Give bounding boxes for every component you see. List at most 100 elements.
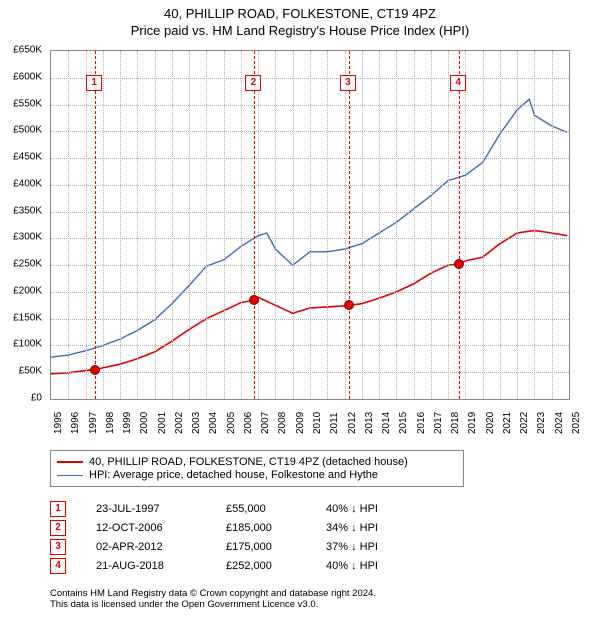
x-tick-label: 2018 [450, 412, 461, 434]
x-tick-label: 2014 [381, 412, 392, 434]
gridline-v [155, 51, 156, 399]
y-tick-label: £250K [13, 259, 42, 270]
x-tick-label: 1999 [122, 412, 133, 434]
x-tick-label: 2019 [467, 412, 478, 434]
x-tick-label: 2010 [312, 412, 323, 434]
gridline-v [275, 51, 276, 399]
title-block: 40, PHILLIP ROAD, FOLKESTONE, CT19 4PZ P… [0, 0, 600, 38]
gridline-v [103, 51, 104, 399]
gridline-v [362, 51, 363, 399]
title-line2: Price paid vs. HM Land Registry's House … [0, 23, 600, 38]
legend-swatch [57, 461, 83, 463]
table-date: 12-OCT-2006 [96, 522, 226, 534]
sale-marker-box: 1 [86, 75, 102, 91]
gridline-v [396, 51, 397, 399]
table-index-box: 1 [50, 501, 66, 517]
sale-marker-dot [454, 259, 464, 269]
y-tick-label: £50K [19, 366, 42, 377]
sales-table: 123-JUL-1997£55,00040% ↓ HPI212-OCT-2006… [50, 498, 520, 577]
table-price: £55,000 [226, 503, 326, 515]
x-tick-label: 2008 [277, 412, 288, 434]
x-tick-label: 2024 [554, 412, 565, 434]
x-tick-label: 2017 [433, 412, 444, 434]
y-tick-label: £350K [13, 205, 42, 216]
legend-item: HPI: Average price, detached house, Folk… [57, 469, 457, 481]
gridline-v [431, 51, 432, 399]
gridline-v [552, 51, 553, 399]
x-tick-label: 2020 [485, 412, 496, 434]
plot-area [50, 50, 570, 400]
legend-swatch [57, 475, 83, 476]
gridline-v [120, 51, 121, 399]
down-arrow-icon: ↓ [351, 522, 357, 534]
x-axis-labels: 1995199619971998199920002001200220032004… [50, 404, 570, 444]
y-tick-label: £300K [13, 232, 42, 243]
legend-label: 40, PHILLIP ROAD, FOLKESTONE, CT19 4PZ (… [89, 456, 408, 468]
gridline-v [258, 51, 259, 399]
gridline-v [345, 51, 346, 399]
x-tick-label: 2013 [364, 412, 375, 434]
y-axis-labels: £0£50K£100K£150K£200K£250K£300K£350K£400… [0, 50, 46, 400]
gridline-v [68, 51, 69, 399]
gridline-v [310, 51, 311, 399]
table-pct-vs-hpi: 34% ↓ HPI [326, 522, 446, 534]
sale-marker-line [254, 51, 255, 399]
x-tick-label: 2002 [174, 412, 185, 434]
title-line1: 40, PHILLIP ROAD, FOLKESTONE, CT19 4PZ [0, 6, 600, 21]
table-row: 2 12-OCT-2006£185,00034% ↓ HPI [50, 520, 520, 536]
sale-marker-line [95, 51, 96, 399]
down-arrow-icon: ↓ [351, 560, 357, 572]
table-index-box: 4 [50, 558, 66, 574]
sale-marker-dot [90, 365, 100, 375]
table-date: 23-JUL-1997 [96, 503, 226, 515]
gridline-v [293, 51, 294, 399]
gridline-v [483, 51, 484, 399]
table-date: 02-APR-2012 [96, 541, 226, 553]
gridline-v [172, 51, 173, 399]
gridline-v [327, 51, 328, 399]
gridline-v [224, 51, 225, 399]
legend: 40, PHILLIP ROAD, FOLKESTONE, CT19 4PZ (… [50, 450, 464, 487]
x-tick-label: 2015 [398, 412, 409, 434]
down-arrow-icon: ↓ [351, 503, 357, 515]
gridline-v [206, 51, 207, 399]
table-index-box: 2 [50, 520, 66, 536]
x-tick-label: 2004 [208, 412, 219, 434]
x-tick-label: 2009 [295, 412, 306, 434]
table-pct-vs-hpi: 37% ↓ HPI [326, 541, 446, 553]
chart-container: 40, PHILLIP ROAD, FOLKESTONE, CT19 4PZ P… [0, 0, 600, 620]
sale-marker-dot [344, 300, 354, 310]
x-tick-label: 1996 [70, 412, 81, 434]
sale-marker-line [349, 51, 350, 399]
sale-marker-box: 3 [340, 75, 356, 91]
footer: Contains HM Land Registry data © Crown c… [50, 588, 376, 610]
x-tick-label: 2012 [347, 412, 358, 434]
gridline-v [500, 51, 501, 399]
down-arrow-icon: ↓ [351, 541, 357, 553]
x-tick-label: 1998 [105, 412, 116, 434]
gridline-v [86, 51, 87, 399]
table-row: 1 23-JUL-1997£55,00040% ↓ HPI [50, 501, 520, 517]
table-price: £252,000 [226, 560, 326, 572]
gridline-v [448, 51, 449, 399]
y-tick-label: £150K [13, 312, 42, 323]
table-row: 302-APR-2012£175,00037% ↓ HPI [50, 539, 520, 555]
x-tick-label: 1997 [88, 412, 99, 434]
x-tick-label: 2025 [571, 412, 582, 434]
table-price: £185,000 [226, 522, 326, 534]
gridline-v [465, 51, 466, 399]
y-tick-label: £200K [13, 285, 42, 296]
footer-line1: Contains HM Land Registry data © Crown c… [50, 588, 376, 599]
y-tick-label: £100K [13, 339, 42, 350]
sale-marker-dot [249, 295, 259, 305]
y-tick-label: £550K [13, 98, 42, 109]
gridline-v [379, 51, 380, 399]
y-tick-label: £500K [13, 125, 42, 136]
table-price: £175,000 [226, 541, 326, 553]
table-pct-vs-hpi: 40% ↓ HPI [326, 503, 446, 515]
gridline-v [534, 51, 535, 399]
sale-marker-line [459, 51, 460, 399]
table-pct-vs-hpi: 40% ↓ HPI [326, 560, 446, 572]
x-tick-label: 2000 [139, 412, 150, 434]
x-tick-label: 2016 [416, 412, 427, 434]
